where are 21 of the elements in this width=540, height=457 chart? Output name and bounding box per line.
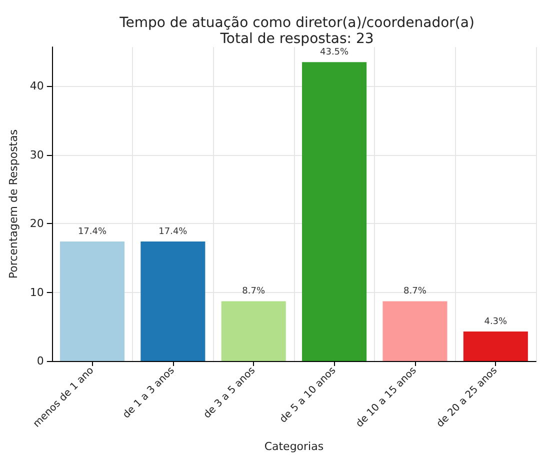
chart-subtitle: Total de respostas: 23 (219, 31, 374, 47)
data-label: 4.3% (484, 316, 508, 327)
bar (302, 62, 367, 361)
y-tick-label: 10 (30, 286, 44, 299)
y-tick-label: 40 (30, 80, 44, 93)
data-label: 17.4% (78, 226, 107, 237)
bar (140, 241, 206, 361)
bar (382, 301, 448, 361)
y-tick-label: 20 (30, 217, 44, 230)
data-label: 17.4% (158, 226, 188, 237)
data-label: 8.7% (404, 286, 427, 297)
bar (463, 331, 528, 361)
y-tick-label: 0 (36, 354, 44, 368)
x-axis-title: Categorias (264, 440, 324, 453)
data-label: 8.7% (242, 286, 266, 297)
bar (60, 241, 125, 361)
y-axis-title: Porcentagem de Respostas (7, 129, 20, 279)
y-tick-label: 30 (30, 148, 44, 162)
data-label: 43.5% (320, 48, 350, 58)
chart-title: Tempo de atuação como diretor(a)/coordenador(a) (118, 15, 474, 31)
bar (221, 301, 286, 361)
